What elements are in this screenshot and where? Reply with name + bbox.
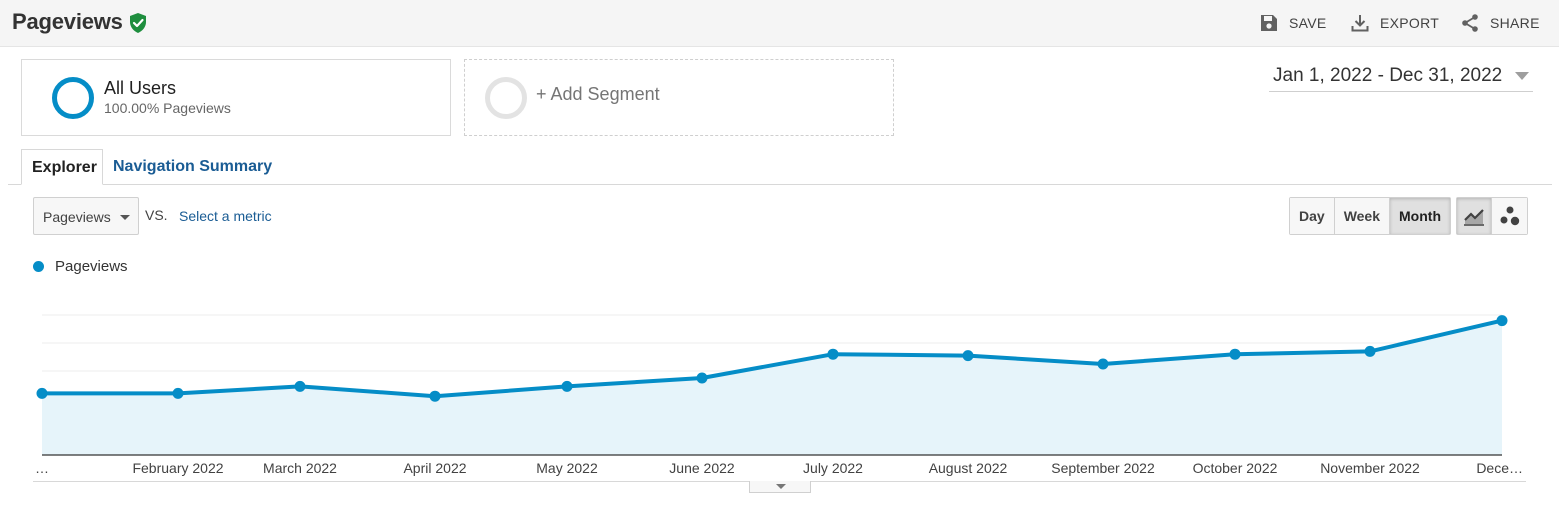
segment-name: All Users [104, 78, 177, 98]
data-point[interactable] [1229, 348, 1241, 360]
chart-legend: Pageviews [33, 256, 128, 276]
data-point[interactable] [1097, 358, 1109, 370]
motion-chart-button[interactable] [1492, 198, 1527, 234]
tab-navigation-summary[interactable]: Navigation Summary [113, 158, 273, 175]
date-range-picker[interactable]: Jan 1, 2022 - Dec 31, 2022 [1269, 61, 1533, 92]
save-icon [1261, 15, 1277, 31]
page-title: Pageviews [12, 9, 123, 34]
verified-shield-icon [130, 13, 146, 33]
chevron-down-icon [776, 484, 786, 489]
save-label: SAVE [1289, 15, 1327, 31]
share-button[interactable]: SHARE [1460, 11, 1540, 35]
line-chart-icon [1464, 209, 1484, 226]
data-point[interactable] [172, 387, 184, 399]
week-button[interactable]: Week [1334, 198, 1391, 234]
export-button[interactable]: EXPORT [1350, 11, 1439, 35]
x-tick-label: April 2022 [403, 460, 466, 476]
segment-subtitle: 100.00% Pageviews [104, 100, 231, 116]
data-point[interactable] [561, 380, 573, 392]
data-point[interactable] [294, 380, 306, 392]
legend-swatch [33, 260, 44, 272]
data-point[interactable] [1364, 345, 1376, 357]
pageviews-line [40, 318, 1504, 399]
month-button[interactable]: Month [1390, 198, 1450, 234]
data-point[interactable] [827, 348, 839, 360]
x-tick-label: September 2022 [1051, 460, 1155, 476]
x-tick-label: July 2022 [803, 460, 863, 476]
export-label: EXPORT [1380, 15, 1440, 31]
data-point[interactable] [1496, 315, 1508, 327]
dropdown-caret-icon [120, 215, 130, 220]
x-tick-label: … [35, 460, 49, 476]
data-points [36, 315, 1508, 402]
data-point[interactable] [962, 350, 974, 362]
primary-metric-dropdown[interactable]: Pageviews [33, 197, 139, 235]
x-tick-label: Dece… [1476, 460, 1523, 476]
x-tick-label: February 2022 [132, 460, 223, 476]
download-icon [1351, 15, 1369, 32]
collapse-chart-button[interactable] [749, 481, 811, 493]
data-point[interactable] [36, 387, 48, 399]
add-segment-label: + Add Segment [536, 84, 660, 104]
pageviews-chart: … February 2022 March 2022 April 2022 May 20… [35, 314, 1523, 476]
line-chart-button[interactable] [1457, 198, 1492, 234]
date-range-label: Jan 1, 2022 - Dec 31, 2022 [1273, 65, 1503, 86]
data-point[interactable] [429, 390, 441, 402]
report-header: Pageviews SAVE EXPORT [0, 0, 1559, 47]
day-button[interactable]: Day [1290, 198, 1335, 234]
motion-chart-icon [1500, 206, 1519, 226]
empty-segment-ring-icon [485, 77, 527, 119]
tab-explorer[interactable]: Explorer [21, 149, 103, 185]
tabs-divider [8, 184, 1552, 185]
legend-label: Pageviews [55, 257, 128, 275]
x-tick-label: October 2022 [1193, 460, 1278, 476]
x-tick-label: June 2022 [669, 460, 735, 476]
x-tick-label: August 2022 [929, 460, 1008, 476]
save-button[interactable]: SAVE [1259, 11, 1327, 35]
segment-all-users[interactable]: All Users 100.00% Pageviews [21, 59, 451, 136]
x-tick-label: March 2022 [263, 460, 337, 476]
pageviews-area [42, 320, 1502, 455]
x-tick-label: May 2022 [536, 460, 598, 476]
chevron-down-icon [1515, 72, 1529, 80]
add-segment-button[interactable]: + Add Segment [464, 59, 894, 136]
granularity-toggle: Day Week Month [1289, 197, 1451, 235]
x-tick-label: November 2022 [1320, 460, 1420, 476]
chart-type-toggle [1456, 197, 1528, 235]
select-metric-link[interactable]: Select a metric [179, 208, 272, 224]
vs-label: VS. [145, 207, 168, 223]
primary-metric-label: Pageviews [43, 209, 111, 225]
share-icon [1462, 14, 1478, 32]
segment-ring-icon [52, 77, 94, 119]
share-label: SHARE [1490, 15, 1540, 31]
x-axis-ticks: … February 2022 March 2022 April 2022 May 20… [35, 460, 1523, 476]
data-point[interactable] [696, 372, 708, 384]
